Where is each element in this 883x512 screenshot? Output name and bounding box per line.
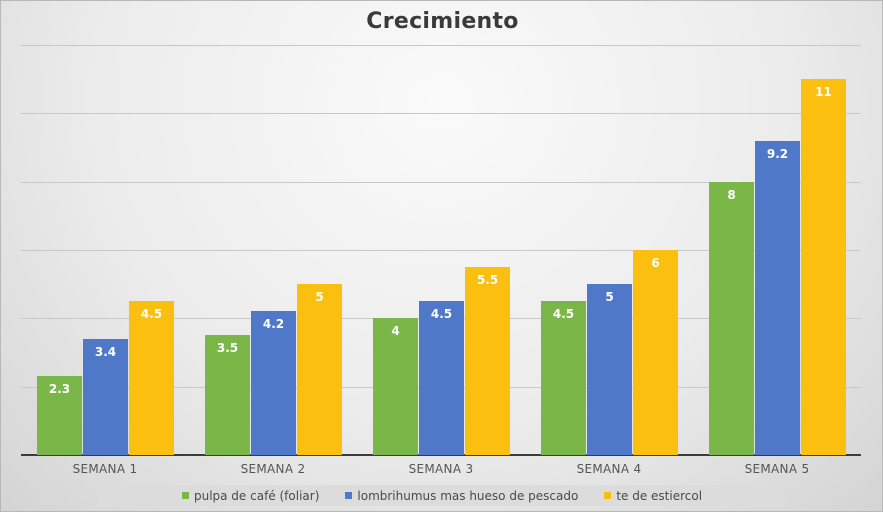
- data-label: 4.2: [262, 317, 285, 331]
- data-label: 6: [651, 256, 660, 270]
- category-label: SEMANA 3: [408, 462, 474, 476]
- bar[interactable]: 6: [633, 250, 678, 455]
- data-label: 8: [727, 188, 736, 202]
- category-label: SEMANA 2: [240, 462, 306, 476]
- category-label: SEMANA 5: [744, 462, 810, 476]
- bar[interactable]: 8: [709, 182, 754, 455]
- bar[interactable]: 4.5: [419, 301, 464, 455]
- legend-label: pulpa de café (foliar): [193, 488, 320, 503]
- legend-swatch-icon: [181, 492, 189, 499]
- bar[interactable]: 11: [801, 79, 846, 455]
- gridline: [21, 113, 861, 114]
- bar[interactable]: 4.5: [129, 301, 174, 455]
- chart-title: Crecimiento: [366, 9, 519, 34]
- bar[interactable]: 4: [373, 318, 418, 455]
- gridline: [21, 45, 861, 46]
- data-label: 9.2: [766, 147, 789, 161]
- legend-item[interactable]: pulpa de café (foliar): [181, 488, 320, 503]
- data-label: 4.5: [552, 307, 575, 321]
- category-label: SEMANA 1: [72, 462, 138, 476]
- gridline: [21, 182, 861, 183]
- bar[interactable]: 5.5: [465, 267, 510, 455]
- bar[interactable]: 5: [587, 284, 632, 455]
- bar[interactable]: 5: [297, 284, 342, 455]
- data-label: 5: [605, 290, 614, 304]
- data-label: 3.4: [94, 345, 117, 359]
- data-label: 5.5: [476, 273, 499, 287]
- gridline: [21, 250, 861, 251]
- legend-label: lombrihumus mas hueso de pescado: [357, 488, 579, 503]
- data-label: 3.5: [216, 341, 239, 355]
- data-label: 5: [315, 290, 324, 304]
- legend-swatch-icon: [604, 492, 612, 499]
- x-axis-line: [21, 454, 861, 456]
- legend-swatch-icon: [345, 492, 353, 499]
- data-label: 4.5: [430, 307, 453, 321]
- legend-label: te de estiercol: [616, 488, 703, 503]
- bar[interactable]: 4.2: [251, 311, 296, 455]
- category-label: SEMANA 4: [576, 462, 642, 476]
- bar[interactable]: 2.3: [37, 376, 82, 455]
- bar[interactable]: 3.4: [83, 339, 128, 455]
- legend-item[interactable]: lombrihumus mas hueso de pescado: [345, 489, 578, 503]
- bar[interactable]: 3.5: [205, 335, 250, 455]
- data-label: 11: [815, 85, 832, 99]
- data-label: 2.3: [48, 382, 71, 396]
- legend-item[interactable]: te de estiercol: [604, 489, 702, 503]
- legend: pulpa de café (foliar) lombrihumus mas hu…: [98, 485, 786, 506]
- data-label: 4.5: [140, 307, 163, 321]
- bar[interactable]: 9.2: [755, 141, 800, 455]
- data-label: 4: [391, 324, 400, 338]
- bar[interactable]: 4.5: [541, 301, 586, 455]
